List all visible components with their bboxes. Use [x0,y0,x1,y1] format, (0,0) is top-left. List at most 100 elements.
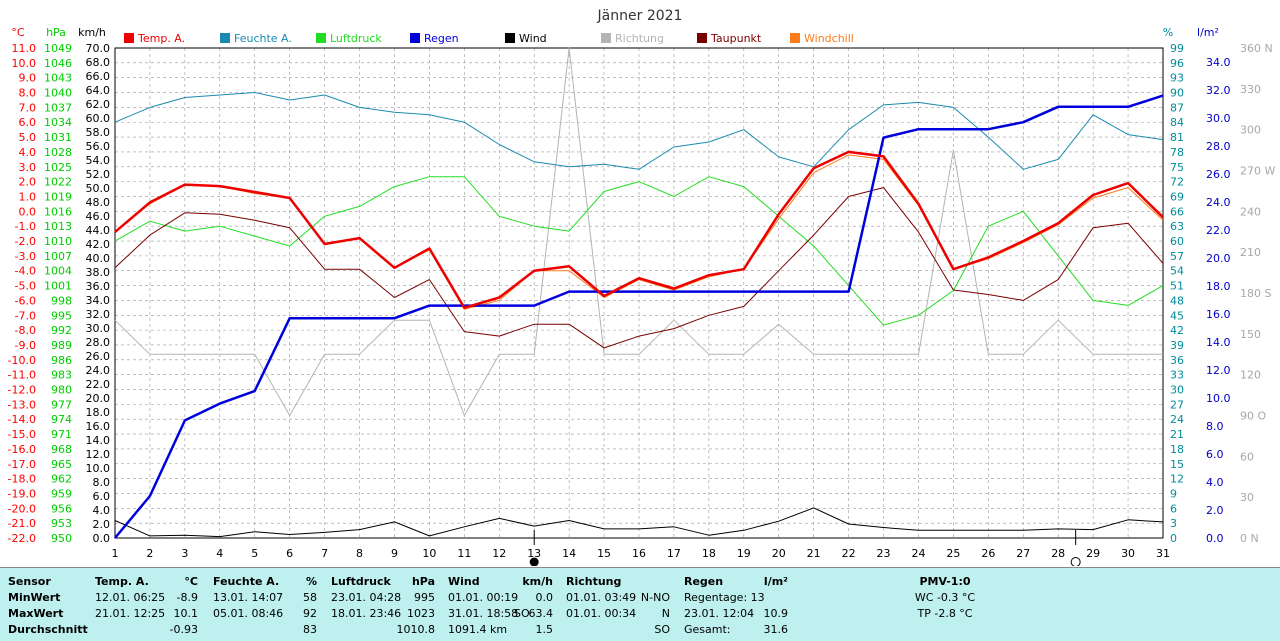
humidity-axis-label: 57 [1170,250,1184,263]
legend-label: Feuchte A. [234,32,292,45]
wind-min-time: 01.01. 00:19 [448,591,519,604]
humidity-axis-label: 93 [1170,72,1184,85]
x-tick-label: 24 [911,547,925,560]
wind-axis-label: 32.0 [86,308,111,321]
temp-axis-label: 1.0 [19,190,37,203]
x-tick-label: 18 [702,547,716,560]
legend: Temp. A. Feuchte A. Luftdruck Regen Wind Rich… [124,32,854,45]
temp-max-time: 21.01. 12:25 [95,607,166,620]
direction-axis-label: 60 [1240,450,1254,463]
header-pmv: PMV-1:0 [919,575,971,588]
temp-axis-label: -4.0 [15,265,36,278]
wind-axis-label: 30.0 [86,322,111,335]
pressure-axis-label: 980 [51,384,72,397]
pmv-windchill: WC -0.3 °C [914,591,976,604]
pressure-axis-label: 1016 [44,205,72,218]
rain-unit: l/m² [1197,26,1219,39]
direction-axis-label: 90 O [1240,410,1266,423]
rain-axis-label: 0.0 [1206,532,1224,545]
rain-axis-label: 28.0 [1206,140,1231,153]
wind-axis-label: 28.0 [86,336,111,349]
rain-axis-label: 4.0 [1206,476,1224,489]
temp-axis-label: -21.0 [8,517,36,530]
rain-axis-label: 16.0 [1206,308,1231,321]
x-tick-label: 25 [946,547,960,560]
humidity-unit: % [1163,26,1173,39]
rain-axis-label: 10.0 [1206,392,1231,405]
wind-axis-label: 48.0 [86,196,111,209]
wind-axis-label: 54.0 [86,154,111,167]
row-avg-label: Durchschnitt [8,623,88,636]
humidity-axis-label: 6 [1170,502,1177,515]
rain-axis-label: 22.0 [1206,224,1231,237]
rain-axis-label: 14.0 [1206,336,1231,349]
humidity-axis-label: 21 [1170,428,1184,441]
wind-max-value: 63.4 [528,607,554,620]
direction-axis-label: 120 [1240,369,1261,382]
wind-axis-label: 24.0 [86,364,111,377]
row-max-label: MaxWert [8,607,64,620]
series-line-wind [114,507,1164,538]
moon-markers [529,530,1081,566]
header-humidity-unit: % [305,575,317,588]
x-tick-label: 9 [391,547,398,560]
row-min-label: MinWert [8,591,61,604]
x-tick-label: 27 [1016,547,1030,560]
legend-label: Windchill [804,32,854,45]
direction-axis-label: 270 W [1240,165,1275,178]
header-temp-unit: °C [184,575,198,588]
temp-axis-label: -13.0 [8,398,36,411]
legend-swatch [601,33,611,43]
wind-axis-label: 70.0 [86,42,111,55]
wind-axis-label: 44.0 [86,224,111,237]
wind-axis-label: 10.0 [86,462,111,475]
temp-axis-label: 0.0 [19,205,37,218]
dir-min-value: N-NO [640,591,670,604]
x-tick-label: 29 [1086,547,1100,560]
temp-axis-label: 6.0 [19,116,37,129]
temp-axis-label: 5.0 [19,131,37,144]
wind-axis-label: 0.0 [93,532,111,545]
rain-axis-label: 30.0 [1206,112,1231,125]
temp-axis-label: -16.0 [8,443,36,456]
chart-title: Jänner 2021 [597,8,683,24]
header-rain-unit: l/m² [763,575,788,588]
temp-axis-label: -3.0 [15,250,36,263]
temp-max-value: 10.1 [173,607,199,620]
wind-axis-label: 14.0 [86,434,111,447]
temp-axis-label: -22.0 [8,532,36,545]
wind-axis-label: 20.0 [86,392,111,405]
temp-avg-value: -0.93 [169,623,198,636]
pressure-axis-label: 986 [51,354,72,367]
temp-axis-label: -17.0 [8,458,36,471]
x-tick-label: 30 [1121,547,1135,560]
pressure-axis-label: 965 [51,458,72,471]
temp-unit: °C [11,26,25,39]
temp-axis-label: -6.0 [15,294,36,307]
header-wind-unit: km/h [522,575,553,588]
direction-axis-label: 210 [1240,246,1261,259]
direction-axis-label: 240 [1240,205,1261,218]
rain-total-value: 31.6 [763,623,789,636]
pressure-axis-label: 971 [51,428,72,441]
x-tick-label: 17 [667,547,681,560]
humidity-axis-label: 63 [1170,220,1184,233]
x-tick-label: 8 [356,547,363,560]
legend-swatch [505,33,515,43]
rain-axis-label: 32.0 [1206,84,1231,97]
humidity-axis-label: 78 [1170,146,1184,159]
wind-axis-label: 64.0 [86,84,111,97]
rain-axis-label: 6.0 [1206,448,1224,461]
pressure-axis-label: 989 [51,339,72,352]
pressure-axis-label: 1031 [44,131,72,144]
humidity-axis-label: 66 [1170,205,1184,218]
humidity-axis-label: 54 [1170,265,1184,278]
direction-axis-label: 180 S [1240,287,1271,300]
direction-axis-label: 30 [1240,491,1254,504]
humidity-axis-label: 33 [1170,369,1184,382]
legend-swatch [220,33,230,43]
temp-axis-label: 2.0 [19,176,37,189]
wind-axis-label: 4.0 [93,504,111,517]
direction-axis-label: 150 [1240,328,1261,341]
dir-max-time: 01.01. 00:34 [566,607,637,620]
